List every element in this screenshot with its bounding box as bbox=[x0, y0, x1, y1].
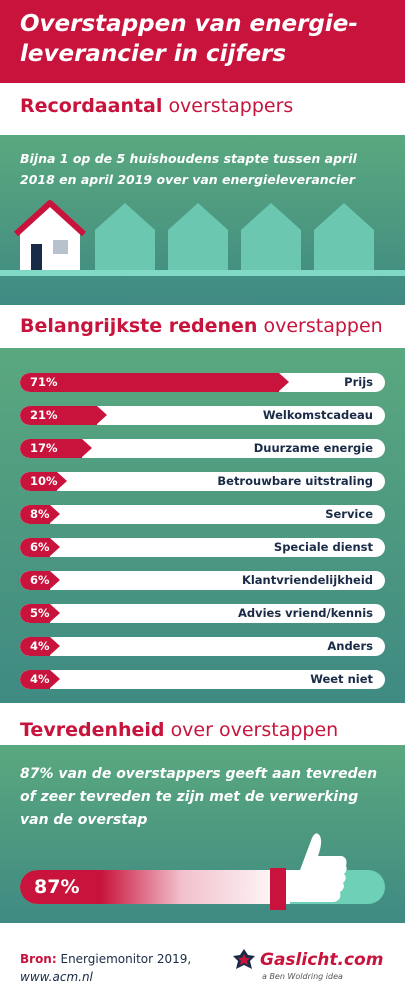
section-heading-redenen: Belangrijkste redenen overstappen bbox=[20, 314, 383, 338]
reason-bar-label: Duurzame energie bbox=[253, 441, 373, 455]
reason-bar-fill bbox=[20, 472, 66, 491]
reason-bar-label: Advies vriend/kennis bbox=[237, 606, 373, 620]
source-label: Bron: bbox=[20, 952, 57, 966]
reason-bar-label: Anders bbox=[327, 639, 373, 653]
reason-bar-percent: 4% bbox=[30, 672, 50, 686]
reason-bar-percent: 21% bbox=[30, 408, 58, 422]
reason-bar: 5% Advies vriend/kennis bbox=[20, 604, 385, 623]
source-url[interactable]: www.acm.nl bbox=[20, 970, 93, 984]
house-highlighted-icon bbox=[13, 200, 87, 270]
reason-bar-label: Welkomstcadeau bbox=[262, 408, 373, 422]
reason-bar-fill bbox=[20, 604, 60, 623]
reason-bar-label: Speciale dienst bbox=[273, 540, 373, 554]
header-banner: Overstappen van energie-leverancier in c… bbox=[0, 0, 405, 83]
reason-bar-fill bbox=[20, 505, 60, 524]
page-title: Overstappen van energie-leverancier in c… bbox=[20, 11, 358, 67]
section-heading-tevredenheid: Tevredenheid over overstappen bbox=[20, 718, 338, 742]
reason-bar-fill bbox=[20, 670, 60, 689]
reason-bar-fill bbox=[20, 406, 107, 425]
reason-bar-fill bbox=[20, 571, 60, 590]
reason-bar-percent: 17% bbox=[30, 441, 58, 455]
reason-bar: 71% Prijs bbox=[20, 373, 385, 392]
reason-bar: 10% Betrouwbare uitstraling bbox=[20, 472, 385, 491]
reason-bar-label: Betrouwbare uitstraling bbox=[217, 474, 373, 488]
reason-bar: 8% Service bbox=[20, 505, 385, 524]
houses-illustration bbox=[13, 200, 374, 270]
reason-bar-percent: 8% bbox=[30, 507, 50, 521]
logo-wordmark[interactable]: Gaslicht.com bbox=[260, 950, 384, 970]
reason-bar: 21% Welkomstcadeau bbox=[20, 406, 385, 425]
ground-strip bbox=[0, 270, 405, 276]
switchers-text: Bijna 1 op de 5 huishoudens stapte tusse… bbox=[20, 151, 357, 187]
reason-bar-percent: 5% bbox=[30, 606, 50, 620]
source-text: Energiemonitor 2019, bbox=[60, 952, 192, 966]
reasons-panel: 71% Prijs 21% Welkomstcadeau 17% Duurzame ene… bbox=[0, 348, 405, 703]
satisfaction-bar-fill bbox=[20, 870, 290, 904]
thumbs-up-icon bbox=[270, 833, 347, 910]
reason-bar-percent: 4% bbox=[30, 639, 50, 653]
source-note: Bron: Energiemonitor 2019, www.acm.nl bbox=[20, 950, 191, 986]
heading-bold: Belangrijkste redenen bbox=[20, 315, 258, 337]
heading-bold: Recordaantal bbox=[20, 95, 163, 117]
reason-bar-percent: 71% bbox=[30, 375, 58, 389]
heading-rest: overstappen bbox=[263, 315, 383, 337]
reason-bar-fill bbox=[20, 637, 60, 656]
reason-bar-percent: 6% bbox=[30, 573, 50, 587]
heading-bold: Tevredenheid bbox=[20, 719, 165, 741]
house-icon bbox=[95, 203, 155, 270]
reason-bar: 6% Speciale dienst bbox=[20, 538, 385, 557]
satisfaction-panel: 87% van de overstappers geeft aan tevred… bbox=[0, 745, 405, 923]
satisfaction-percent: 87% bbox=[34, 876, 80, 898]
reason-bar: 4% Anders bbox=[20, 637, 385, 656]
reason-bar: 6% Klantvriendelijkheid bbox=[20, 571, 385, 590]
reason-bar-fill bbox=[20, 439, 93, 458]
logo-tagline: a Ben Woldring idea bbox=[262, 972, 343, 981]
house-icon bbox=[168, 203, 228, 270]
switchers-panel: Bijna 1 op de 5 huishoudens stapte tusse… bbox=[0, 135, 405, 305]
house-icon bbox=[314, 203, 374, 270]
reason-bar-label: Prijs bbox=[344, 375, 373, 389]
heading-rest: overstappers bbox=[168, 95, 294, 117]
reason-bar: 17% Duurzame energie bbox=[20, 439, 385, 458]
satisfaction-text: 87% van de overstappers geeft aan tevred… bbox=[20, 766, 378, 828]
reason-bar-fill bbox=[20, 373, 290, 392]
reason-bar-label: Weet niet bbox=[310, 672, 373, 686]
reason-bar-label: Service bbox=[325, 507, 373, 521]
house-icon bbox=[241, 203, 301, 270]
reason-bar: 4% Weet niet bbox=[20, 670, 385, 689]
reason-bar-percent: 10% bbox=[30, 474, 58, 488]
heading-rest: over overstappen bbox=[170, 719, 339, 741]
gaslicht-logo-icon bbox=[233, 949, 255, 969]
reason-bar-fill bbox=[20, 538, 60, 557]
reason-bar-label: Klantvriendelijkheid bbox=[241, 573, 373, 587]
reason-bar-percent: 6% bbox=[30, 540, 50, 554]
section-heading-recordaantal: Recordaantal overstappers bbox=[20, 94, 293, 118]
